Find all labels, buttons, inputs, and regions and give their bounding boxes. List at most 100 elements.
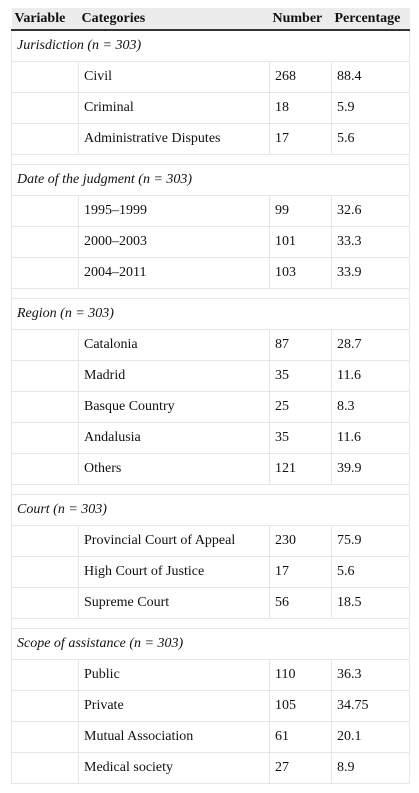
category-cell: Madrid: [78, 360, 270, 392]
percentage-cell: 28.7: [331, 329, 410, 361]
group-row: Region (n = 303): [11, 298, 410, 330]
category-cell: Others: [78, 453, 270, 485]
group-label: Court (n = 303): [11, 494, 410, 526]
table-row: Medical society 27 8.9: [11, 752, 410, 784]
category-cell: Criminal: [78, 92, 270, 124]
percentage-cell: 18.5: [331, 587, 410, 619]
number-cell: 56: [269, 587, 332, 619]
table-row: Mutual Association 61 20.1: [11, 721, 410, 753]
group-row: Jurisdiction (n = 303): [11, 29, 410, 62]
table-body: Jurisdiction (n = 303) Civil 268 88.4 Crimin…: [11, 29, 410, 784]
percentage-cell: 32.6: [331, 195, 410, 227]
variable-cell: [11, 360, 79, 392]
number-cell: 110: [269, 659, 332, 691]
group-row: Court (n = 303): [11, 494, 410, 526]
table-row: 2000–2003 101 33.3: [11, 226, 410, 258]
header-row: Variable Categories Number Percentage: [11, 8, 410, 31]
percentage-cell: 5.9: [331, 92, 410, 124]
number-cell: 99: [269, 195, 332, 227]
number-cell: 121: [269, 453, 332, 485]
variable-cell: [11, 257, 79, 289]
number-cell: 103: [269, 257, 332, 289]
group-label: Jurisdiction (n = 303): [11, 29, 410, 62]
variable-cell: [11, 226, 79, 258]
spacer-cell: [11, 484, 410, 495]
percentage-cell: 88.4: [331, 61, 410, 93]
table-row: Administrative Disputes 17 5.6: [11, 123, 410, 155]
category-cell: High Court of Justice: [78, 556, 270, 588]
variable-cell: [11, 556, 79, 588]
variable-cell: [11, 391, 79, 423]
header-number: Number: [269, 8, 332, 31]
table-row: Andalusia 35 11.6: [11, 422, 410, 454]
group-spacer: [11, 484, 410, 495]
table-row: 2004–2011 103 33.9: [11, 257, 410, 289]
category-cell: Catalonia: [78, 329, 270, 361]
table-row: Provincial Court of Appeal 230 75.9: [11, 525, 410, 557]
percentage-cell: 34.75: [331, 690, 410, 722]
percentage-cell: 11.6: [331, 422, 410, 454]
number-cell: 87: [269, 329, 332, 361]
number-cell: 230: [269, 525, 332, 557]
number-cell: 105: [269, 690, 332, 722]
number-cell: 35: [269, 360, 332, 392]
table-row: Catalonia 87 28.7: [11, 329, 410, 361]
number-cell: 268: [269, 61, 332, 93]
spacer-cell: [11, 288, 410, 299]
table-row: Basque Country 25 8.3: [11, 391, 410, 423]
number-cell: 25: [269, 391, 332, 423]
number-cell: 17: [269, 556, 332, 588]
variable-cell: [11, 61, 79, 93]
category-cell: Supreme Court: [78, 587, 270, 619]
category-cell: Basque Country: [78, 391, 270, 423]
percentage-cell: 8.3: [331, 391, 410, 423]
category-cell: Medical society: [78, 752, 270, 784]
table-row: High Court of Justice 17 5.6: [11, 556, 410, 588]
group-row: Date of the judgment (n = 303): [11, 164, 410, 196]
table-row: Madrid 35 11.6: [11, 360, 410, 392]
variable-cell: [11, 123, 79, 155]
percentage-cell: 39.9: [331, 453, 410, 485]
percentage-cell: 20.1: [331, 721, 410, 753]
table-row: Supreme Court 56 18.5: [11, 587, 410, 619]
variable-cell: [11, 453, 79, 485]
number-cell: 101: [269, 226, 332, 258]
percentage-cell: 11.6: [331, 360, 410, 392]
variable-cell: [11, 329, 79, 361]
variable-cell: [11, 422, 79, 454]
group-label: Region (n = 303): [11, 298, 410, 330]
table-row: Private 105 34.75: [11, 690, 410, 722]
percentage-cell: 36.3: [331, 659, 410, 691]
group-row: Scope of assistance (n = 303): [11, 628, 410, 660]
percentage-cell: 5.6: [331, 123, 410, 155]
category-cell: 1995–1999: [78, 195, 270, 227]
group-spacer: [11, 288, 410, 299]
group-spacer: [11, 618, 410, 629]
table-row: Public 110 36.3: [11, 659, 410, 691]
category-cell: Andalusia: [78, 422, 270, 454]
variable-cell: [11, 690, 79, 722]
group-spacer: [11, 154, 410, 165]
table-row: Criminal 18 5.9: [11, 92, 410, 124]
variable-cell: [11, 525, 79, 557]
variable-cell: [11, 752, 79, 784]
group-label: Date of the judgment (n = 303): [11, 164, 410, 196]
variable-cell: [11, 195, 79, 227]
header-variable: Variable: [11, 8, 79, 31]
percentage-cell: 5.6: [331, 556, 410, 588]
percentage-cell: 33.9: [331, 257, 410, 289]
table-row: 1995–1999 99 32.6: [11, 195, 410, 227]
data-table: Variable Categories Number Percentage Ju…: [11, 8, 410, 784]
number-cell: 27: [269, 752, 332, 784]
spacer-cell: [11, 618, 410, 629]
table-row: Civil 268 88.4: [11, 61, 410, 93]
spacer-cell: [11, 154, 410, 165]
number-cell: 17: [269, 123, 332, 155]
category-cell: Private: [78, 690, 270, 722]
category-cell: 2004–2011: [78, 257, 270, 289]
percentage-cell: 33.3: [331, 226, 410, 258]
variable-cell: [11, 659, 79, 691]
category-cell: 2000–2003: [78, 226, 270, 258]
table-row: Others 121 39.9: [11, 453, 410, 485]
